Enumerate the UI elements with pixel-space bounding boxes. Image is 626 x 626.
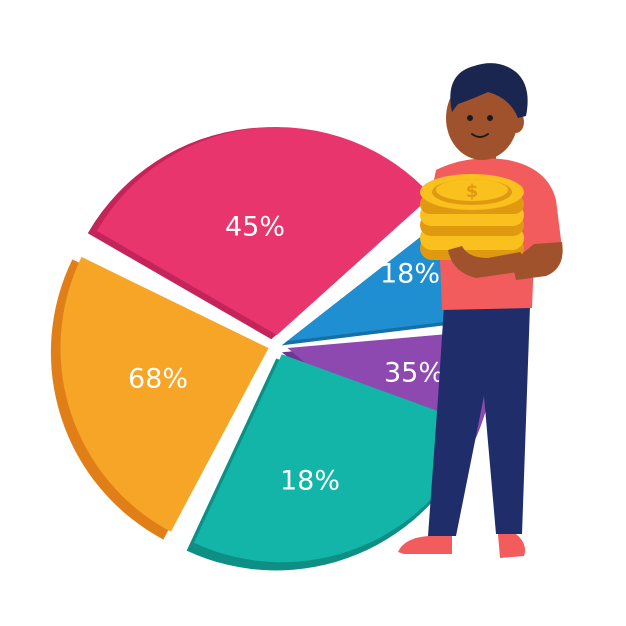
left-shoe: [398, 536, 452, 554]
left-eye: [467, 115, 473, 121]
pie-slice-label: 18%: [280, 466, 340, 497]
left-hand: [448, 246, 525, 278]
pie-slice: [96, 127, 432, 336]
right-arm: [512, 242, 563, 280]
coin-stack: $: [420, 174, 524, 260]
smile: [471, 133, 489, 138]
right-eye: [487, 115, 493, 121]
pants: [428, 306, 530, 536]
pie-slice-label: 18%: [380, 259, 440, 290]
hair: [450, 63, 528, 118]
pie-slice-label: 45%: [225, 212, 285, 243]
pie-slice: [60, 256, 269, 532]
pie-slice: [193, 354, 478, 563]
pie-labels: 45% 18% 35% 18% 68%: [128, 212, 444, 497]
person-holding-coins-illustration: $: [398, 63, 563, 558]
pie-slice-label: 35%: [384, 358, 444, 389]
pie-slice-label: 68%: [128, 364, 188, 395]
right-shoe: [498, 534, 525, 558]
dollar-icon: $: [466, 181, 479, 202]
